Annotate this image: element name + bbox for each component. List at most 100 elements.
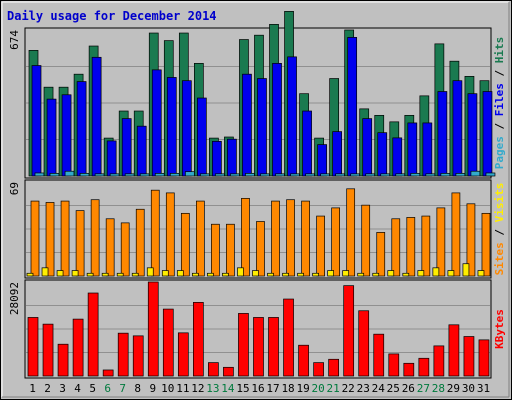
y-max-label: 69 (8, 182, 21, 195)
bar-kbytes-day-9 (147, 281, 159, 377)
bar-pages-day-16 (260, 173, 270, 177)
legend-part: Hits (493, 37, 506, 64)
bar-sites-day-12 (192, 272, 199, 277)
bar-visits-day-6 (105, 218, 115, 277)
bar-files-day-21 (332, 131, 342, 177)
bar-sites-day-23 (357, 272, 365, 277)
bar-kbytes-day-15 (238, 313, 249, 377)
bar-files-day-28 (437, 91, 448, 177)
bar-pages-day-17 (275, 173, 285, 177)
bar-visits-day-16 (256, 221, 265, 277)
bar-pages-day-22 (350, 173, 361, 177)
day-label-22: 22 (342, 382, 355, 395)
bar-files-day-4 (76, 81, 87, 177)
bar-visits-day-21 (331, 207, 340, 277)
bar-sites-day-14 (222, 272, 229, 277)
bar-files-day-20 (317, 144, 327, 177)
bar-visits-day-15 (241, 197, 250, 277)
bar-sites-day-17 (267, 272, 274, 277)
bar-pages-day-18 (290, 173, 300, 177)
day-label-13: 13 (206, 382, 219, 395)
bar-visits-day-10 (165, 192, 175, 277)
bar-pages-day-23 (365, 173, 376, 177)
bar-visits-day-3 (60, 200, 70, 277)
legend-part: Pages (493, 136, 506, 169)
bar-visits-day-30 (466, 203, 476, 277)
bar-sites-day-8 (131, 272, 139, 277)
bar-files-day-30 (467, 93, 478, 177)
bar-pages-day-4 (79, 173, 90, 177)
bar-pages-day-31 (485, 172, 496, 177)
bar-files-day-10 (166, 77, 177, 177)
bar-sites-day-4 (71, 270, 79, 277)
bar-visits-day-29 (451, 192, 461, 277)
series-legend-label: Sites / Visits (493, 183, 506, 276)
bar-kbytes-day-18 (283, 298, 294, 377)
bar-kbytes-day-26 (403, 362, 415, 377)
bar-kbytes-day-14 (223, 366, 234, 377)
bar-files-day-31 (482, 91, 493, 177)
series-legend-label: Pages / Files / Hits (493, 37, 506, 170)
legend-part: / (493, 116, 506, 136)
bar-sites-day-11 (176, 270, 184, 277)
bar-kbytes-day-2 (42, 323, 54, 377)
bar-sites-day-3 (56, 270, 64, 277)
bar-sites-day-25 (387, 270, 395, 277)
bar-kbytes-day-13 (208, 362, 219, 377)
bar-files-day-24 (377, 132, 388, 177)
bar-files-day-5 (91, 56, 102, 177)
panel-visits-sites: 69 Sites / Visits (8, 179, 506, 279)
day-label-23: 23 (357, 382, 370, 395)
bar-files-day-26 (407, 122, 418, 177)
bar-pages-day-26 (410, 173, 421, 177)
bar-files-day-18 (287, 56, 297, 177)
bar-kbytes-day-27 (418, 357, 430, 377)
bar-kbytes-day-5 (87, 292, 99, 377)
bar-files-day-8 (136, 125, 147, 177)
x-axis-day-labels: 1 2 3 4 5 6 7 8 9 10 11 12 13 14 15 16 17 18 19 20 21 22 23 24 2… (29, 382, 490, 395)
bar-kbytes-day-3 (57, 343, 69, 377)
bar-sites-day-9 (146, 267, 154, 277)
day-label-14: 14 (221, 382, 235, 395)
bar-sites-day-5 (86, 272, 94, 277)
bar-visits-day-25 (391, 218, 401, 277)
bar-sites-day-21 (327, 270, 334, 277)
bar-visits-day-31 (481, 212, 491, 277)
day-label-2: 2 (44, 382, 51, 395)
bar-kbytes-day-21 (328, 358, 339, 377)
bar-visits-day-27 (421, 215, 431, 277)
bar-pages-day-21 (335, 173, 345, 177)
bar-files-day-12 (197, 97, 207, 177)
bar-sites-day-7 (116, 272, 124, 277)
bar-files-day-6 (106, 140, 117, 177)
bar-kbytes-day-7 (117, 332, 129, 377)
bar-visits-day-23 (361, 204, 371, 277)
bar-kbytes-day-16 (253, 317, 264, 377)
day-label-29: 29 (447, 382, 460, 395)
bar-pages-day-11 (184, 171, 195, 177)
bar-kbytes-day-8 (132, 335, 144, 377)
day-label-10: 10 (161, 382, 174, 395)
bar-pages-day-14 (230, 173, 240, 177)
bar-files-day-15 (242, 73, 252, 177)
chart-title: Daily usage for December 2014 (7, 9, 217, 23)
day-label-19: 19 (296, 382, 309, 395)
day-label-15: 15 (236, 382, 249, 395)
bar-visits-day-13 (211, 223, 220, 277)
legend-part: Sites (493, 242, 506, 275)
bar-kbytes-day-10 (162, 308, 174, 377)
bar-visits-day-26 (406, 217, 416, 277)
day-label-7: 7 (119, 382, 126, 395)
bar-pages-day-15 (245, 173, 255, 177)
day-label-18: 18 (281, 382, 294, 395)
bar-sites-day-2 (41, 267, 49, 277)
bar-visits-day-20 (316, 215, 325, 277)
bar-pages-day-2 (49, 173, 60, 177)
day-label-31: 31 (477, 382, 490, 395)
bar-pages-day-20 (320, 173, 330, 177)
bar-pages-day-7 (124, 173, 135, 177)
day-label-28: 28 (432, 382, 445, 395)
bar-kbytes-day-23 (358, 310, 370, 377)
day-label-16: 16 (251, 382, 264, 395)
